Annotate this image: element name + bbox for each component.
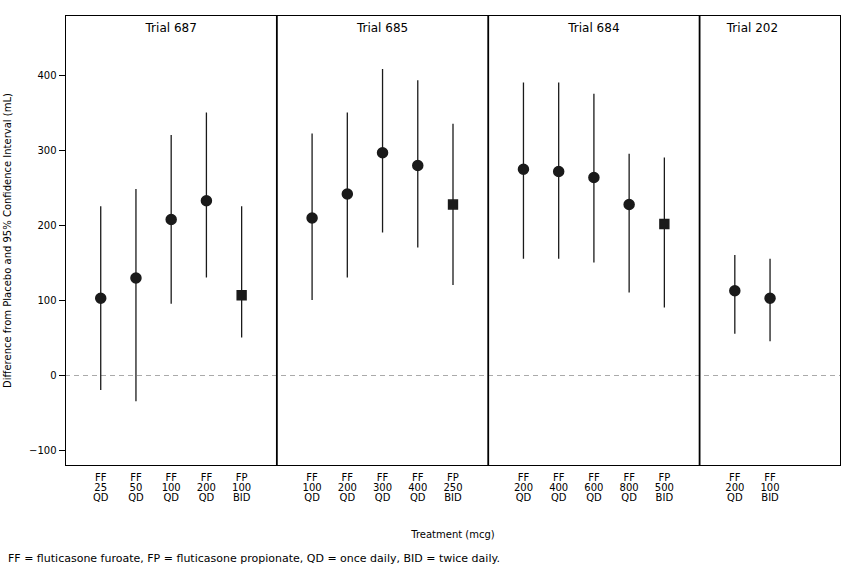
html-text:FF = fluticasone furoate, FP =: FF = fluticasone furoate, FP = fluticaso… [8, 552, 500, 565]
svg-text:FF400QD: FF400QD [549, 472, 568, 503]
svg-text:FF100BID: FF100BID [760, 472, 779, 503]
svg-text:FF25QD: FF25QD [93, 472, 109, 503]
svg-text:400: 400 [37, 70, 56, 81]
svg-text:FP250BID: FP250BID [443, 472, 462, 503]
svg-text:100: 100 [37, 295, 56, 306]
svg-text:Trial 684: Trial 684 [567, 21, 619, 35]
svg-text:Trial 687: Trial 687 [145, 21, 197, 35]
svg-text:FP500BID: FP500BID [655, 472, 674, 503]
svg-text:FF800QD: FF800QD [620, 472, 639, 503]
svg-text:0: 0 [50, 370, 56, 381]
svg-text:FF200QD: FF200QD [338, 472, 357, 503]
svg-text:FF600QD: FF600QD [584, 472, 603, 503]
svg-text:FF100QD: FF100QD [162, 472, 181, 503]
svg-text:Trial 202: Trial 202 [726, 21, 778, 35]
svg-text:FF200QD: FF200QD [514, 472, 533, 503]
svg-text:Trial 685: Trial 685 [356, 21, 408, 35]
svg-text:FF400QD: FF400QD [408, 472, 427, 503]
svg-text:Treatment (mcg): Treatment (mcg) [410, 529, 495, 540]
svg-text:Difference from Placebo and 95: Difference from Placebo and 95% Confiden… [2, 93, 13, 388]
svg-text:FF300QD: FF300QD [373, 472, 392, 503]
svg-text:FF50QD: FF50QD [128, 472, 144, 503]
svg-text:FP100BID: FP100BID [232, 472, 251, 503]
svg-text:200: 200 [37, 220, 56, 231]
svg-text:−100: −100 [29, 445, 56, 456]
svg-text:FF200QD: FF200QD [197, 472, 216, 503]
svg-text:300: 300 [37, 145, 56, 156]
svg-text:FF200QD: FF200QD [725, 472, 744, 503]
svg-text:FF100QD: FF100QD [303, 472, 322, 503]
